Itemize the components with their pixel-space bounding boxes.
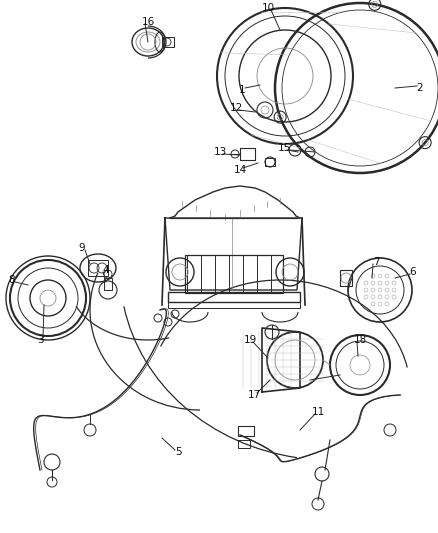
Text: 14: 14 — [233, 165, 247, 175]
Text: 12: 12 — [230, 103, 243, 113]
Text: 4: 4 — [102, 265, 110, 275]
Text: 1: 1 — [239, 85, 245, 95]
Text: 9: 9 — [79, 243, 85, 253]
Text: 10: 10 — [261, 3, 275, 13]
Text: 8: 8 — [9, 275, 15, 285]
Bar — [238, 426, 254, 436]
Bar — [162, 37, 174, 47]
Text: 2: 2 — [417, 83, 423, 93]
Text: 6: 6 — [410, 267, 416, 277]
Bar — [265, 158, 275, 166]
Text: 15: 15 — [277, 143, 291, 153]
Bar — [185, 255, 283, 293]
Bar — [238, 440, 250, 448]
Text: 17: 17 — [247, 390, 261, 400]
Bar — [168, 292, 300, 302]
Text: 16: 16 — [141, 17, 155, 27]
Text: 11: 11 — [311, 407, 325, 417]
Bar — [88, 260, 108, 276]
Bar — [340, 270, 352, 286]
Text: 18: 18 — [353, 335, 367, 345]
Text: 7: 7 — [373, 257, 379, 267]
Text: 5: 5 — [175, 447, 181, 457]
Text: 19: 19 — [244, 335, 257, 345]
Bar — [104, 278, 112, 290]
Text: 3: 3 — [37, 335, 43, 345]
Text: 13: 13 — [213, 147, 226, 157]
Bar — [168, 302, 300, 308]
